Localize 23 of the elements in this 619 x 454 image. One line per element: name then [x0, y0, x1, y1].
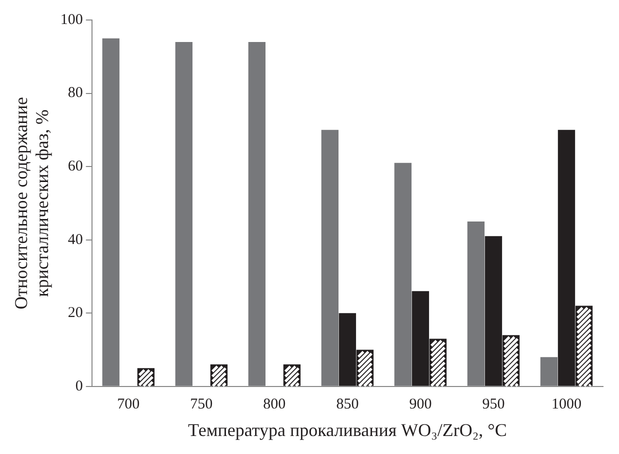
- bar: [467, 222, 485, 386]
- bar: [540, 357, 558, 386]
- x-tick-label: 1000: [551, 396, 582, 412]
- y-tick-label: 80: [68, 85, 83, 102]
- x-tick-label: 850: [336, 396, 359, 412]
- text: Относительное содержание: [11, 97, 32, 310]
- bar: [394, 162, 412, 386]
- x-tick-label: 750: [190, 396, 213, 412]
- bar: [102, 38, 120, 386]
- y-tick-label: 20: [68, 305, 83, 322]
- text: кристаллических фаз, %: [32, 110, 52, 297]
- x-tick-label: 900: [409, 396, 432, 412]
- bar: [175, 42, 192, 386]
- y-tick-label: 40: [68, 232, 83, 248]
- x-tick-label: 950: [482, 396, 505, 412]
- y-tick-label: 0: [75, 378, 83, 394]
- y-tick-label: 60: [68, 158, 83, 174]
- bar: [321, 130, 339, 386]
- y-tick-label: 100: [60, 12, 83, 28]
- x-tick-label: 700: [117, 396, 140, 412]
- x-tick-label: 800: [263, 396, 286, 412]
- x-axis-title: Температура прокаливания WO₃/ZrO₂, °C: [188, 420, 507, 440]
- bar: [248, 42, 266, 386]
